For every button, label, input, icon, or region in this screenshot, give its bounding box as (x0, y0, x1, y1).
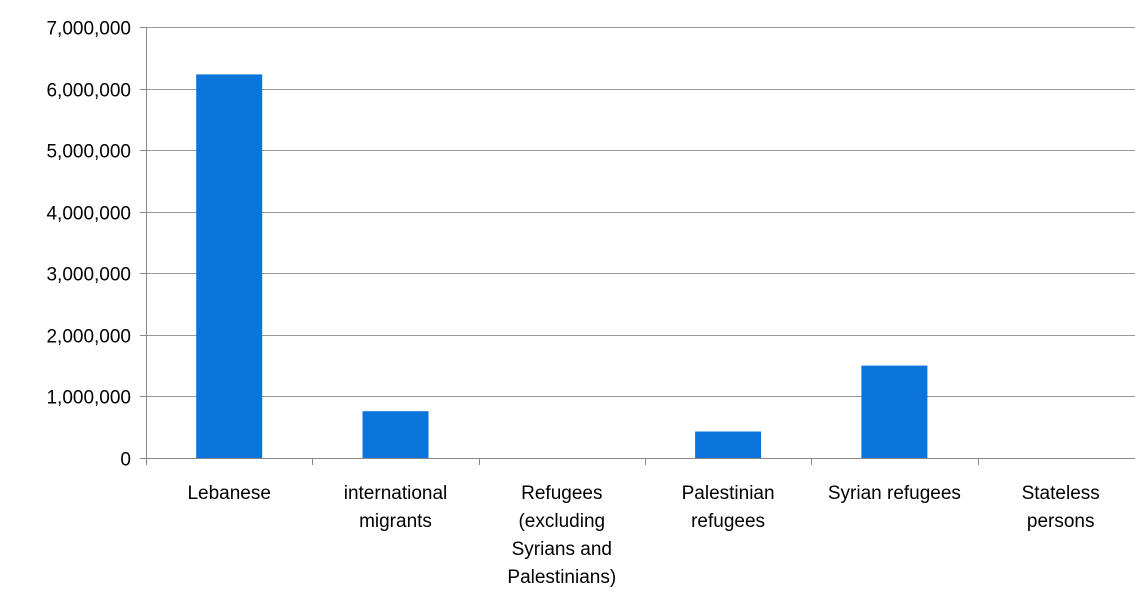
bar (362, 411, 429, 458)
x-category-label: Stateless persons (1022, 483, 1100, 532)
bar (695, 431, 762, 458)
y-tick-label: 4,000,000 (46, 204, 131, 225)
x-category-label: Palestinian refugees (682, 483, 775, 532)
y-tick-labels: 0 1,000,000 2,000,000 3,000,000 4,000,000 5,0… (46, 19, 131, 471)
x-category-label: international migrants (344, 483, 448, 532)
y-tick-label: 7,000,000 (46, 19, 131, 40)
y-tick-label: 0 (120, 450, 131, 471)
x-category-label: Lebanese (187, 483, 270, 504)
bar (861, 365, 928, 458)
y-tick-label: 6,000,000 (46, 81, 131, 102)
axes (140, 27, 1135, 465)
y-tick-label: 2,000,000 (46, 327, 131, 348)
x-category-label: Refugees (excluding Syrians and Palestinian… (507, 483, 616, 588)
gridlines (146, 27, 1135, 397)
bar (196, 74, 263, 459)
y-tick-label: 5,000,000 (46, 142, 131, 163)
x-category-labels: Lebanese international migrants Refugees (ex… (187, 483, 1099, 588)
y-tick-label: 1,000,000 (46, 388, 131, 409)
bars (196, 74, 928, 459)
x-category-label: Syrian refugees (828, 483, 961, 504)
y-tick-label: 3,000,000 (46, 265, 131, 286)
